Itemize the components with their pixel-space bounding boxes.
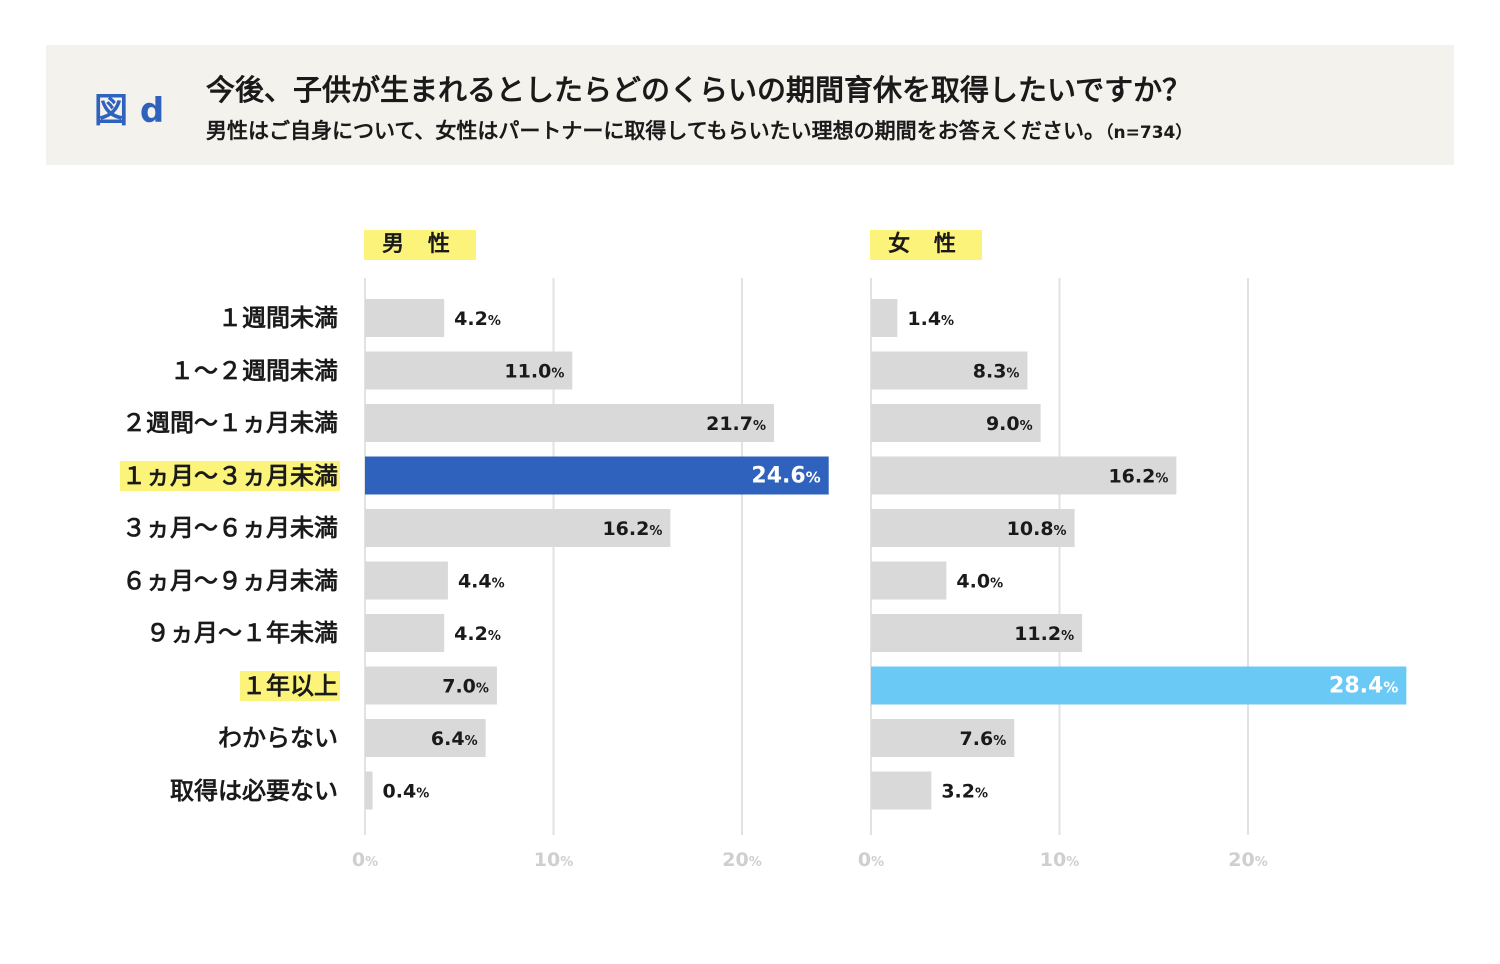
bar-female-8 (871, 719, 1015, 757)
category-label: ２週間～１ヵ月未満 (122, 409, 338, 437)
bar-female-2 (871, 404, 1041, 442)
sample-size: （n=734） (1105, 123, 1193, 143)
bar-male-5 (365, 561, 448, 600)
value-label-male-9: 0.4% (383, 781, 430, 803)
value-label-female-6: 11.2% (1014, 623, 1074, 645)
tick-label-male-20: 20% (722, 849, 761, 871)
bar-male-9 (365, 771, 373, 810)
chart-subtitle: 男性はご自身について、女性はパートナーに取得してもらいたい理想の期間をお答えくだ… (206, 115, 1192, 145)
value-label-male-6: 4.2% (454, 623, 501, 645)
category-label: ９ヵ月～１年未満 (146, 619, 338, 647)
bar-male-8 (365, 719, 486, 757)
category-label: １ヵ月～３ヵ月未満 (120, 460, 340, 491)
bar-female-7 (871, 666, 1407, 705)
category-label: １年以上 (240, 670, 340, 701)
value-label-male-8: 6.4% (431, 728, 478, 750)
chart-title: 今後、子供が生まれるとしたらどのくらいの期間育休を取得したいですか？ (206, 73, 1192, 107)
value-label-male-7: 7.0% (442, 676, 489, 698)
value-label-female-3: 16.2% (1108, 466, 1168, 488)
bar-male-3 (365, 456, 829, 495)
value-label-male-1: 11.0% (504, 361, 564, 383)
bar-male-2 (365, 404, 775, 442)
bar-female-5 (871, 561, 947, 600)
bar-female-4 (871, 509, 1075, 547)
value-label-male-3: 24.6% (751, 464, 820, 489)
bar-female-9 (871, 771, 932, 810)
category-label: 取得は必要ない (170, 776, 338, 805)
bar-male-1 (365, 351, 573, 390)
category-label: わからない (218, 724, 338, 752)
value-label-female-2: 9.0% (986, 413, 1033, 435)
bar-male-4 (365, 509, 671, 547)
category-label: １～２週間未満 (170, 356, 338, 385)
value-label-female-1: 8.3% (973, 361, 1020, 383)
value-label-male-0: 4.2% (454, 308, 501, 330)
value-label-female-9: 3.2% (941, 781, 988, 803)
subtitle-text: 男性はご自身について、女性はパートナーに取得してもらいたい理想の期間をお答えくだ… (206, 119, 1106, 143)
value-label-male-4: 16.2% (602, 518, 662, 540)
tick-label-female-10: 10% (1040, 849, 1079, 871)
bar-female-6 (871, 614, 1083, 652)
value-label-female-8: 7.6% (960, 728, 1007, 750)
bar-male-6 (365, 614, 445, 652)
tick-label-female-20: 20% (1228, 849, 1267, 871)
bar-female-0 (871, 299, 898, 337)
panel-label-female: 女 性 (870, 230, 982, 260)
panel-label-male: 男 性 (364, 230, 476, 260)
value-label-female-7: 28.4% (1329, 674, 1398, 699)
tick-label-male-0: 0% (352, 849, 378, 871)
value-label-female-0: 1.4% (907, 308, 954, 330)
category-label: ６ヵ月～９ヵ月未満 (122, 566, 338, 595)
tick-label-female-0: 0% (858, 849, 884, 871)
bar-male-7 (365, 666, 497, 705)
category-label: ３ヵ月～６ヵ月未満 (122, 514, 338, 542)
bar-male-0 (365, 299, 445, 337)
category-label: １週間未満 (218, 304, 338, 332)
value-label-female-4: 10.8% (1007, 518, 1067, 540)
value-label-male-2: 21.7% (706, 413, 766, 435)
bar-female-1 (871, 351, 1028, 390)
bar-female-3 (871, 456, 1177, 495)
title-header: 図 d 今後、子供が生まれるとしたらどのくらいの期間育休を取得したいですか？ 男… (46, 45, 1454, 165)
value-label-female-5: 4.0% (956, 571, 1003, 593)
figure-label: 図 d (94, 91, 165, 131)
value-label-male-5: 4.4% (458, 571, 505, 593)
tick-label-male-10: 10% (534, 849, 573, 871)
